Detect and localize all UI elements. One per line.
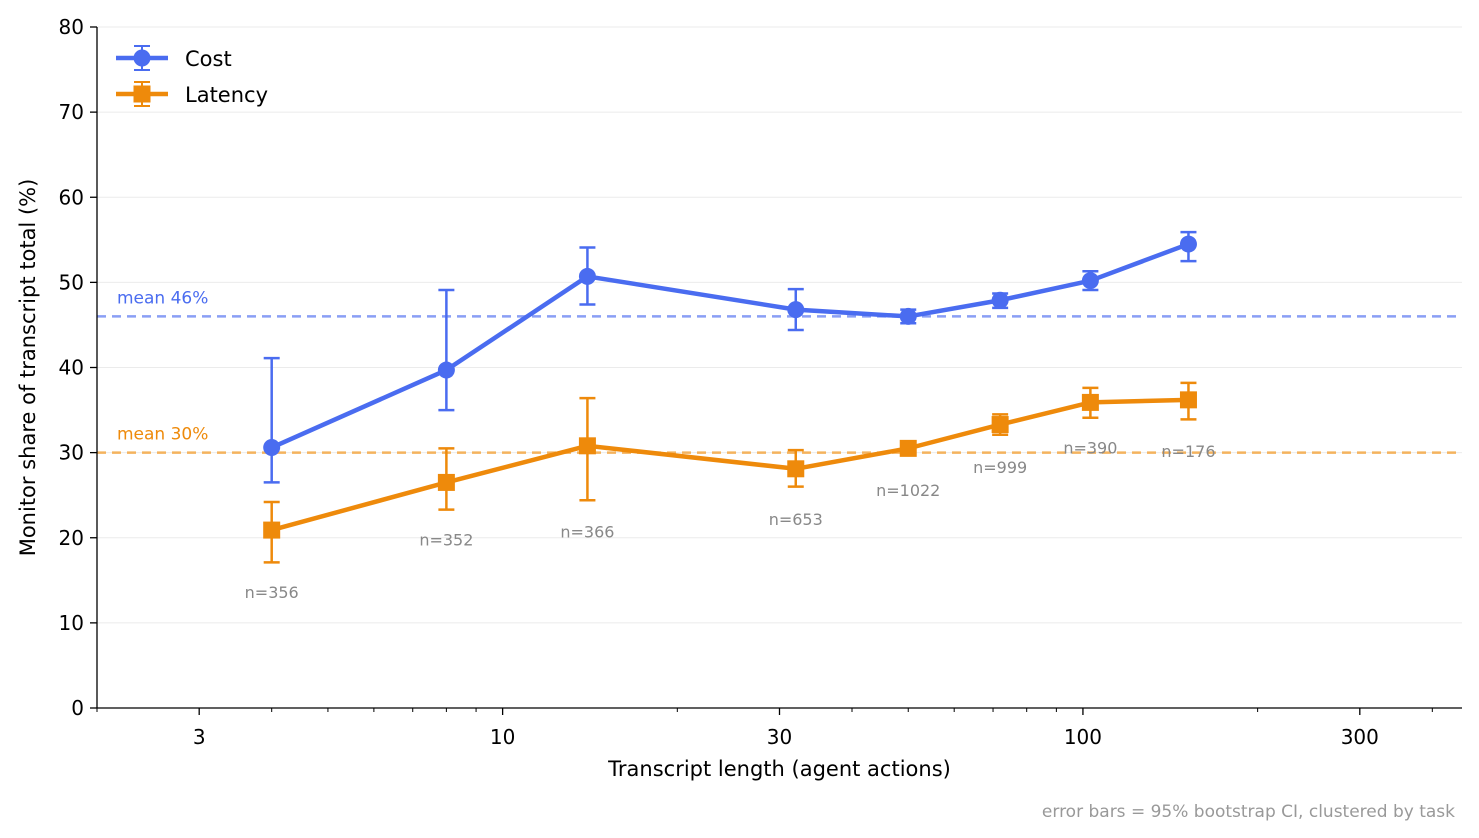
y-tick-label: 80 bbox=[59, 15, 84, 39]
series-latency bbox=[263, 381, 1197, 564]
x-tick-label: 3 bbox=[193, 725, 206, 749]
data-point bbox=[991, 416, 1009, 434]
series-line bbox=[270, 241, 1190, 450]
footnote: error bars = 95% bootstrap CI, clustered… bbox=[1042, 802, 1455, 822]
y-tick-label: 0 bbox=[71, 696, 84, 720]
sample-size-label: n=653 bbox=[769, 510, 823, 529]
x-tick-label: 10 bbox=[490, 725, 515, 749]
data-point bbox=[1081, 393, 1099, 411]
data-point bbox=[787, 460, 805, 478]
legend-item-latency: Latency bbox=[116, 81, 268, 107]
series-cost bbox=[263, 230, 1197, 484]
data-point bbox=[263, 439, 281, 457]
sample-size-label: n=356 bbox=[245, 583, 299, 602]
sample-size-label: n=999 bbox=[973, 458, 1027, 477]
axes: 0 10 20 30 40 50 60 70 80 3 10 30 100 300 bbox=[59, 15, 1462, 749]
data-point bbox=[899, 307, 917, 325]
x-axis-title: Transcript length (agent actions) bbox=[607, 757, 951, 781]
legend: Cost Latency bbox=[116, 45, 268, 107]
data-point bbox=[1179, 391, 1197, 409]
sample-size-label: n=176 bbox=[1161, 442, 1215, 461]
grid-lines bbox=[97, 26, 1462, 624]
legend-marker bbox=[133, 85, 151, 103]
sample-size-label: n=1022 bbox=[876, 481, 940, 500]
annotations-layer: n=356 n=352 n=366 n=653 n=1022 n=999 n=390 n=17… bbox=[245, 438, 1216, 602]
data-point bbox=[437, 473, 455, 491]
series-line bbox=[271, 397, 1189, 533]
mean-label: mean 30% bbox=[117, 425, 208, 445]
y-tick-label: 20 bbox=[59, 526, 84, 550]
y-tick-label: 70 bbox=[59, 100, 84, 124]
x-tick-label: 100 bbox=[1064, 725, 1102, 749]
sample-size-label: n=352 bbox=[419, 530, 473, 549]
legend-marker bbox=[133, 49, 151, 67]
y-tick-label: 10 bbox=[59, 611, 84, 635]
data-point bbox=[578, 437, 596, 455]
data-point bbox=[1081, 272, 1099, 290]
data-point bbox=[899, 439, 917, 457]
y-tick-label: 60 bbox=[59, 185, 84, 209]
series-layer bbox=[263, 230, 1197, 564]
y-axis-title: Monitor share of transcript total (%) bbox=[16, 179, 40, 557]
data-point bbox=[787, 301, 805, 319]
y-tick-label: 40 bbox=[59, 356, 84, 380]
y-tick-label: 50 bbox=[59, 270, 84, 294]
mean-label: mean 46% bbox=[117, 288, 208, 308]
data-point bbox=[578, 267, 596, 285]
legend-label: Cost bbox=[185, 47, 232, 71]
data-point bbox=[1179, 235, 1197, 253]
sample-size-label: n=366 bbox=[560, 523, 614, 542]
x-tick-label: 30 bbox=[767, 725, 792, 749]
data-point bbox=[991, 291, 1009, 309]
mean-lines: mean 46% mean 30% bbox=[97, 288, 1462, 454]
y-tick-label: 30 bbox=[59, 441, 84, 465]
x-tick-label: 300 bbox=[1341, 725, 1379, 749]
sample-size-label: n=390 bbox=[1063, 438, 1117, 457]
data-point bbox=[437, 361, 455, 379]
legend-item-cost: Cost bbox=[116, 45, 232, 71]
data-point bbox=[263, 521, 281, 539]
legend-label: Latency bbox=[185, 83, 268, 107]
